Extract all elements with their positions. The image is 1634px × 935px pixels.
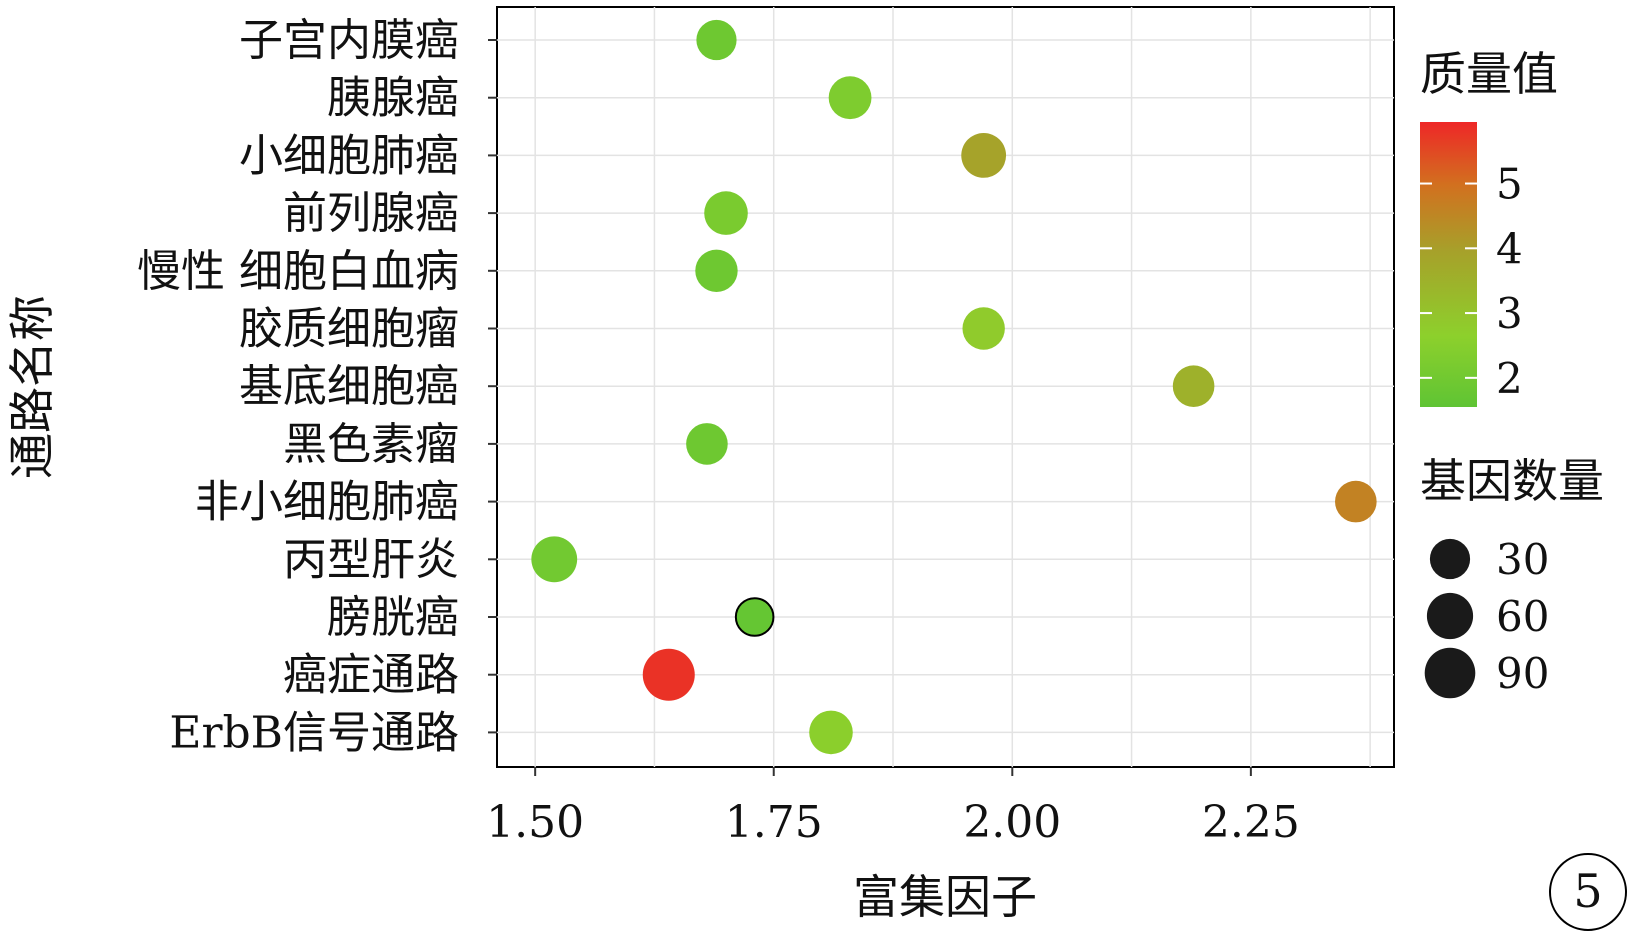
y-axis-title: 通路名称 [5,295,59,479]
y-tick-label: 慢性 细胞白血病 [137,246,459,297]
size-legend-circle [1426,592,1474,640]
data-point [1335,480,1377,523]
x-axis: 1.50 1.75 2.00 2.25 [486,767,1300,848]
y-tick-label: 癌症通路 [283,650,459,701]
data-point [642,648,695,701]
x-axis-title: 富集因子 [853,870,1037,924]
y-tick-label: 基底细胞癌 [239,361,459,412]
panel-label-text: 5 [1573,864,1602,918]
y-tick-label: 非小细胞肺癌 [195,477,459,528]
y-tick-label: 黑色素瘤 [283,419,459,470]
color-legend-label: 3 [1496,289,1523,338]
color-legend-ticks: 2 3 4 5 [1420,160,1523,403]
data-point [1172,365,1215,408]
color-legend-label: 5 [1496,160,1523,209]
y-tick-label: 丙型肝炎 [283,534,459,585]
data-point [809,710,853,755]
panel-label-circle [1549,853,1627,931]
data-point [961,133,1007,178]
x-tick-label: 1.75 [725,797,823,848]
size-legend-circle [1424,647,1476,699]
size-legend-label: 90 [1496,649,1549,698]
y-tick-label: 小细胞肺癌 [239,130,459,181]
data-point [704,191,748,235]
data-point [531,536,578,583]
size-legend-circle [1429,538,1471,580]
data-point [734,597,775,637]
size-legend-items: 30 60 90 [1424,535,1549,699]
data-point [828,76,872,120]
y-tick-label: 胰腺癌 [327,73,459,124]
data-point [686,423,728,465]
x-tick-label: 1.50 [486,797,584,848]
plot-area [496,6,1395,768]
color-legend-bar [1420,122,1477,407]
color-legend: 质量值 2 3 4 5 [1420,47,1558,407]
data-point [696,19,737,61]
y-tick-label: ErbB信号通路 [169,707,459,758]
color-legend-label: 4 [1496,224,1523,273]
grid-lines [497,7,1394,767]
y-tick-label: 膀胱癌 [327,592,459,643]
y-tick-label: 胶质细胞瘤 [239,304,459,355]
y-tick-label: 前列腺癌 [283,188,459,239]
size-legend-label: 60 [1496,592,1549,641]
color-legend-label: 2 [1496,354,1523,403]
size-legend-title: 基因数量 [1420,454,1604,508]
x-tick-label: 2.00 [963,797,1061,848]
x-tick-label: 2.25 [1202,797,1300,848]
data-point [695,249,738,292]
data-point [962,307,1005,350]
color-legend-title: 质量值 [1420,47,1558,101]
size-legend-label: 30 [1496,535,1549,584]
data-points [531,19,1377,755]
size-legend: 基因数量 30 60 90 [1420,454,1604,699]
panel-label: 5 [1549,853,1627,931]
y-tick-label: 子宫内膜癌 [239,15,459,66]
